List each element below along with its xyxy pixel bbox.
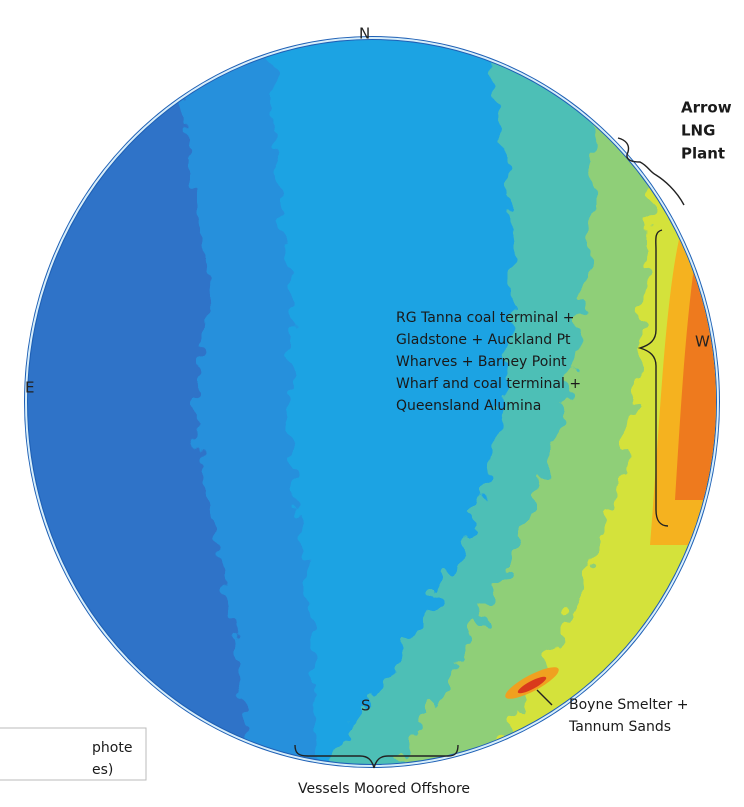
terminal-line: Queensland Alumina bbox=[396, 398, 541, 414]
smelter-label: Boyne Smelter + Tannum Sands bbox=[568, 697, 688, 735]
caption-line: es) bbox=[92, 762, 113, 778]
east-label: E bbox=[25, 379, 34, 397]
smelter-line: Boyne Smelter + bbox=[569, 697, 688, 713]
vessels-label: Vessels Moored Offshore bbox=[298, 781, 470, 797]
annotations: N E W S Arrow LNG Plant RG Tanna coal term… bbox=[0, 0, 744, 807]
figure: N E W S Arrow LNG Plant RG Tanna coal term… bbox=[0, 0, 744, 807]
arrow-lng-line: LNG bbox=[681, 122, 715, 140]
terminal-line: RG Tanna coal terminal + bbox=[396, 310, 574, 326]
south-label: S bbox=[361, 697, 371, 715]
arrow-lng-label: Arrow LNG Plant bbox=[681, 99, 732, 163]
arrow-lng-line: Plant bbox=[681, 145, 725, 163]
terminal-line: Gladstone + Auckland Pt bbox=[396, 332, 571, 348]
terminal-line: Wharves + Barney Point bbox=[396, 354, 567, 370]
caption-text: phote es) bbox=[92, 740, 132, 778]
west-label: W bbox=[695, 333, 710, 351]
terminal-line: Wharf and coal terminal + bbox=[396, 376, 581, 392]
terminal-label: RG Tanna coal terminal + Gladstone + Auck… bbox=[396, 310, 581, 414]
north-label: N bbox=[359, 25, 370, 43]
arrow-lng-line: Arrow bbox=[681, 99, 732, 117]
smelter-line: Tannum Sands bbox=[568, 719, 671, 735]
caption-line: phote bbox=[92, 740, 132, 756]
